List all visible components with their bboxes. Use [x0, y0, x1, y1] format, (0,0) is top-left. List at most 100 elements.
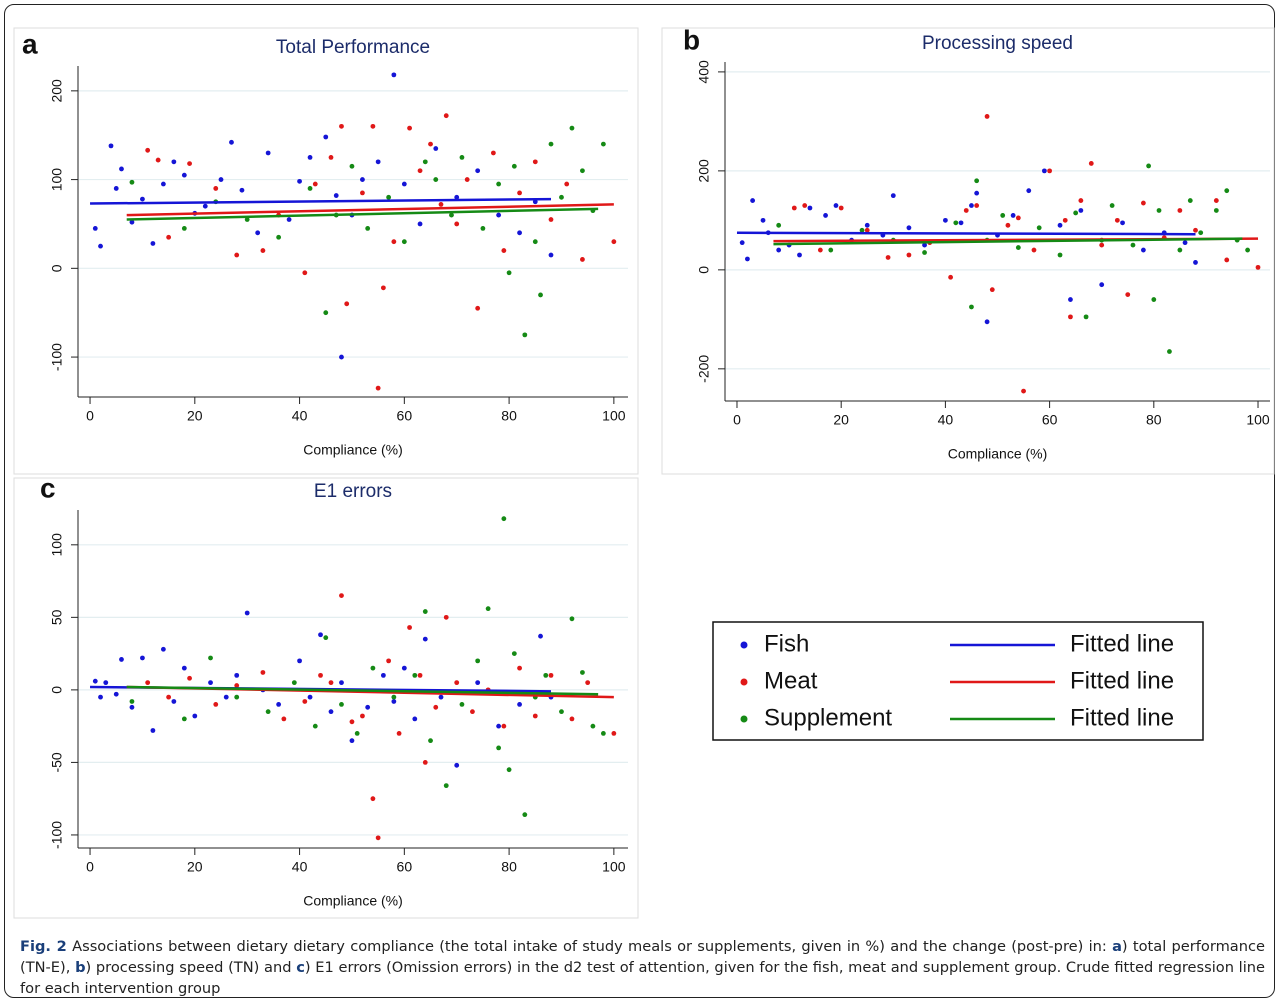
point [1099, 282, 1105, 288]
legend-label: Fish [764, 630, 809, 657]
point [490, 150, 496, 156]
caption-text: ) processing speed (TN) and [85, 959, 297, 976]
point [229, 139, 234, 145]
panel-label: c [40, 472, 56, 503]
point [417, 168, 423, 174]
x-tick-label: 20 [187, 859, 203, 875]
fitted-line [126, 203, 614, 217]
point [433, 177, 439, 182]
point [828, 247, 834, 253]
point [443, 783, 449, 789]
point [569, 125, 575, 131]
point [140, 655, 145, 661]
point [475, 680, 481, 686]
point [213, 701, 219, 707]
point [1255, 264, 1261, 270]
point [291, 680, 297, 686]
point [1213, 208, 1219, 213]
point [302, 699, 308, 704]
y-tick-label: -200 [696, 355, 712, 383]
point [564, 181, 570, 187]
point [417, 672, 423, 678]
point [307, 155, 313, 160]
point [501, 723, 507, 729]
point [1026, 188, 1032, 194]
point [496, 745, 502, 751]
caption-text: ) E1 errors (Omission errors) in the d2 … [20, 959, 1265, 997]
point [1130, 242, 1136, 248]
point [569, 616, 575, 622]
point [791, 205, 797, 211]
point [92, 678, 98, 684]
point [171, 699, 177, 704]
point [119, 166, 124, 172]
point [1041, 168, 1047, 174]
point [391, 694, 397, 700]
point [454, 680, 460, 686]
point [1177, 247, 1183, 253]
point [454, 221, 460, 227]
point [1057, 252, 1063, 258]
point [475, 305, 481, 311]
point [776, 247, 782, 253]
point [145, 680, 151, 686]
legend-label: Supplement [764, 704, 892, 731]
point [1224, 188, 1230, 194]
point [370, 796, 376, 802]
point [969, 304, 974, 310]
fitted-line [90, 197, 552, 205]
point [517, 230, 522, 236]
point [838, 205, 844, 211]
legend-label: Fitted line [1070, 667, 1174, 694]
x-tick-label: 60 [397, 408, 413, 424]
point [297, 658, 302, 664]
point [864, 222, 870, 228]
point [401, 181, 407, 187]
point [459, 155, 465, 160]
point [281, 716, 287, 722]
point [1187, 198, 1193, 203]
point [942, 217, 948, 223]
point [532, 159, 538, 165]
point [218, 177, 224, 182]
point [307, 694, 313, 700]
point [470, 709, 475, 715]
point [92, 225, 98, 231]
point [276, 234, 282, 240]
point [890, 193, 896, 199]
point [344, 301, 350, 307]
point [160, 646, 166, 652]
point [265, 150, 271, 156]
point [496, 723, 502, 729]
point [438, 694, 444, 700]
point [244, 610, 250, 616]
point [1182, 240, 1188, 246]
point [750, 198, 756, 203]
point [98, 243, 103, 249]
legend-label: Meat [764, 667, 818, 694]
caption-text: ) total performance (TN-E), [20, 938, 1265, 976]
y-tick-label: 200 [696, 159, 712, 183]
point [958, 220, 964, 226]
point [1021, 388, 1026, 394]
point [234, 672, 240, 678]
point [318, 672, 323, 678]
point [339, 701, 344, 707]
point [375, 835, 381, 841]
caption-text: Fig. 2 [20, 938, 67, 955]
point [181, 172, 187, 178]
point [98, 694, 103, 700]
point [187, 675, 192, 681]
point [600, 730, 606, 736]
point [1177, 208, 1183, 213]
point [532, 239, 538, 245]
y-tick-label: 0 [49, 686, 65, 694]
legend-marker [740, 641, 748, 649]
y-tick-label: -100 [49, 343, 65, 371]
point [339, 593, 344, 598]
point [380, 285, 386, 291]
point [969, 203, 974, 208]
y-tick-label: -100 [49, 821, 65, 849]
point [276, 701, 282, 707]
